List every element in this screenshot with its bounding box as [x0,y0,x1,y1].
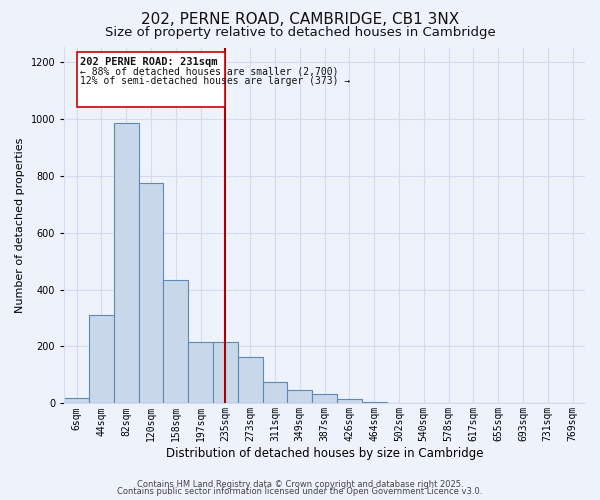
Bar [114,123,139,404]
Bar [77,52,226,108]
X-axis label: Distribution of detached houses by size in Cambridge: Distribution of detached houses by size … [166,447,484,460]
Bar [386,403,412,404]
Text: Size of property relative to detached houses in Cambridge: Size of property relative to detached ho… [104,26,496,39]
Text: Contains public sector information licensed under the Open Government Licence v3: Contains public sector information licen… [118,487,482,496]
Bar [312,394,337,404]
Text: ← 88% of detached houses are smaller (2,700): ← 88% of detached houses are smaller (2,… [80,66,338,76]
Text: 202, PERNE ROAD, CAMBRIDGE, CB1 3NX: 202, PERNE ROAD, CAMBRIDGE, CB1 3NX [141,12,459,28]
Bar [64,398,89,404]
Bar [213,342,238,404]
Bar [287,390,312,404]
Bar [362,402,386,404]
Bar [163,280,188,404]
Bar [238,357,263,404]
Bar [89,315,114,404]
Text: Contains HM Land Registry data © Crown copyright and database right 2025.: Contains HM Land Registry data © Crown c… [137,480,463,489]
Text: 12% of semi-detached houses are larger (373) →: 12% of semi-detached houses are larger (… [80,76,350,86]
Bar [263,382,287,404]
Y-axis label: Number of detached properties: Number of detached properties [15,138,25,313]
Bar [560,402,585,404]
Bar [337,399,362,404]
Bar [188,342,213,404]
Text: 202 PERNE ROAD: 231sqm: 202 PERNE ROAD: 231sqm [80,57,217,67]
Bar [139,182,163,404]
